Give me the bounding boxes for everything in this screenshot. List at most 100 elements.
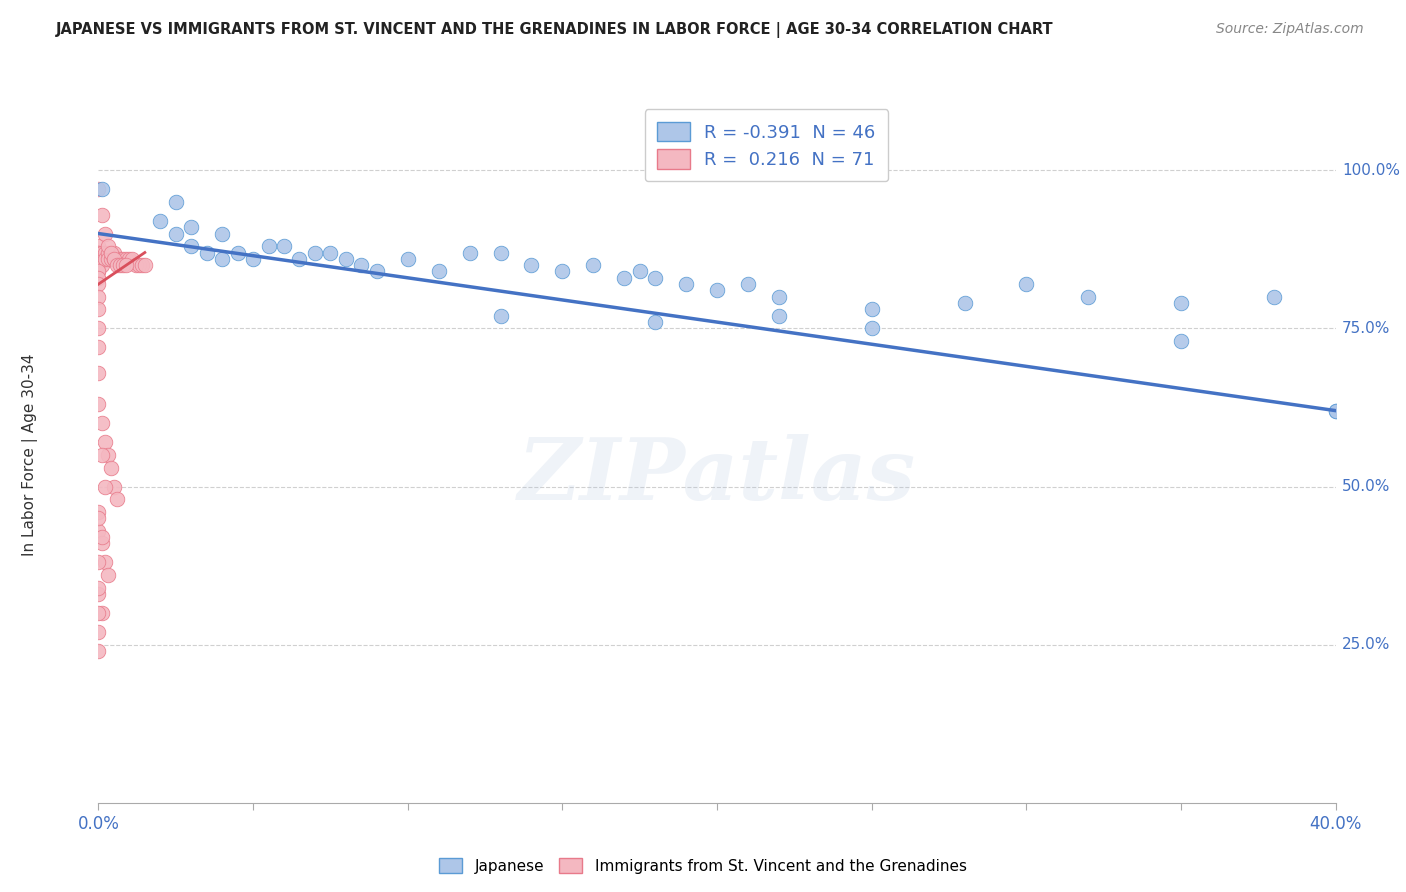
Point [273, 239, 295, 253]
Point [103, 245, 125, 260]
Point [87, 511, 110, 525]
Point [87, 270, 110, 285]
Point [87, 277, 110, 292]
Point [737, 277, 759, 292]
Point [87, 524, 110, 538]
Point [100, 460, 122, 475]
Point [112, 252, 135, 266]
Point [105, 492, 128, 507]
Point [97, 252, 120, 266]
Point [103, 252, 125, 266]
Point [124, 258, 146, 272]
Point [93, 435, 115, 450]
Text: 75.0%: 75.0% [1341, 321, 1391, 336]
Point [90, 245, 112, 260]
Text: 50.0%: 50.0% [1341, 479, 1391, 494]
Point [613, 270, 636, 285]
Point [90, 208, 112, 222]
Point [131, 258, 153, 272]
Point [180, 220, 202, 235]
Point [108, 252, 131, 266]
Point [149, 214, 172, 228]
Point [87, 258, 110, 272]
Point [953, 296, 976, 310]
Text: ZIPatlas: ZIPatlas [517, 434, 917, 517]
Point [489, 245, 512, 260]
Legend: R = -0.391  N = 46, R =  0.216  N = 71: R = -0.391 N = 46, R = 0.216 N = 71 [645, 109, 889, 181]
Point [180, 239, 202, 253]
Point [87, 581, 110, 595]
Point [319, 245, 342, 260]
Point [489, 309, 512, 323]
Point [112, 258, 135, 272]
Point [87, 397, 110, 411]
Point [93, 479, 115, 493]
Point [90, 258, 112, 272]
Point [118, 252, 141, 266]
Point [87, 290, 110, 304]
Point [87, 264, 110, 278]
Point [768, 309, 790, 323]
Point [706, 284, 728, 298]
Point [335, 252, 357, 266]
Point [87, 625, 110, 640]
Point [87, 505, 110, 519]
Point [628, 264, 651, 278]
Point [87, 321, 110, 335]
Text: Source: ZipAtlas.com: Source: ZipAtlas.com [1216, 22, 1364, 37]
Point [87, 252, 110, 266]
Point [211, 252, 233, 266]
Point [87, 182, 110, 196]
Point [93, 556, 115, 570]
Point [520, 258, 543, 272]
Point [1077, 290, 1099, 304]
Point [93, 245, 115, 260]
Point [675, 277, 697, 292]
Point [87, 245, 110, 260]
Point [93, 227, 115, 241]
Point [134, 258, 156, 272]
Point [644, 270, 666, 285]
Point [87, 644, 110, 658]
Point [1170, 296, 1192, 310]
Point [1015, 277, 1038, 292]
Point [211, 227, 233, 241]
Text: In Labor Force | Age 30-34: In Labor Force | Age 30-34 [22, 353, 38, 557]
Point [427, 264, 450, 278]
Legend: Japanese, Immigrants from St. Vincent and the Grenadines: Japanese, Immigrants from St. Vincent an… [433, 852, 973, 880]
Point [87, 302, 110, 317]
Point [87, 245, 110, 260]
Point [121, 252, 143, 266]
Point [115, 252, 138, 266]
Point [100, 252, 122, 266]
Point [226, 245, 249, 260]
Point [87, 239, 110, 253]
Point [87, 264, 110, 278]
Point [100, 245, 122, 260]
Point [128, 258, 150, 272]
Point [97, 568, 120, 582]
Text: 100.0%: 100.0% [1341, 163, 1400, 178]
Point [1170, 334, 1192, 348]
Point [87, 252, 110, 266]
Point [1263, 290, 1285, 304]
Point [87, 587, 110, 601]
Point [97, 448, 120, 462]
Point [90, 536, 112, 550]
Text: 25.0%: 25.0% [1341, 637, 1391, 652]
Point [1324, 403, 1347, 417]
Point [97, 239, 120, 253]
Point [87, 252, 110, 266]
Point [165, 227, 187, 241]
Point [396, 252, 419, 266]
Point [860, 321, 883, 335]
Point [103, 479, 125, 493]
Point [768, 290, 790, 304]
Point [1324, 403, 1347, 417]
Point [115, 258, 138, 272]
Point [87, 258, 110, 272]
Point [582, 258, 605, 272]
Point [257, 239, 280, 253]
Point [242, 252, 264, 266]
Point [97, 245, 120, 260]
